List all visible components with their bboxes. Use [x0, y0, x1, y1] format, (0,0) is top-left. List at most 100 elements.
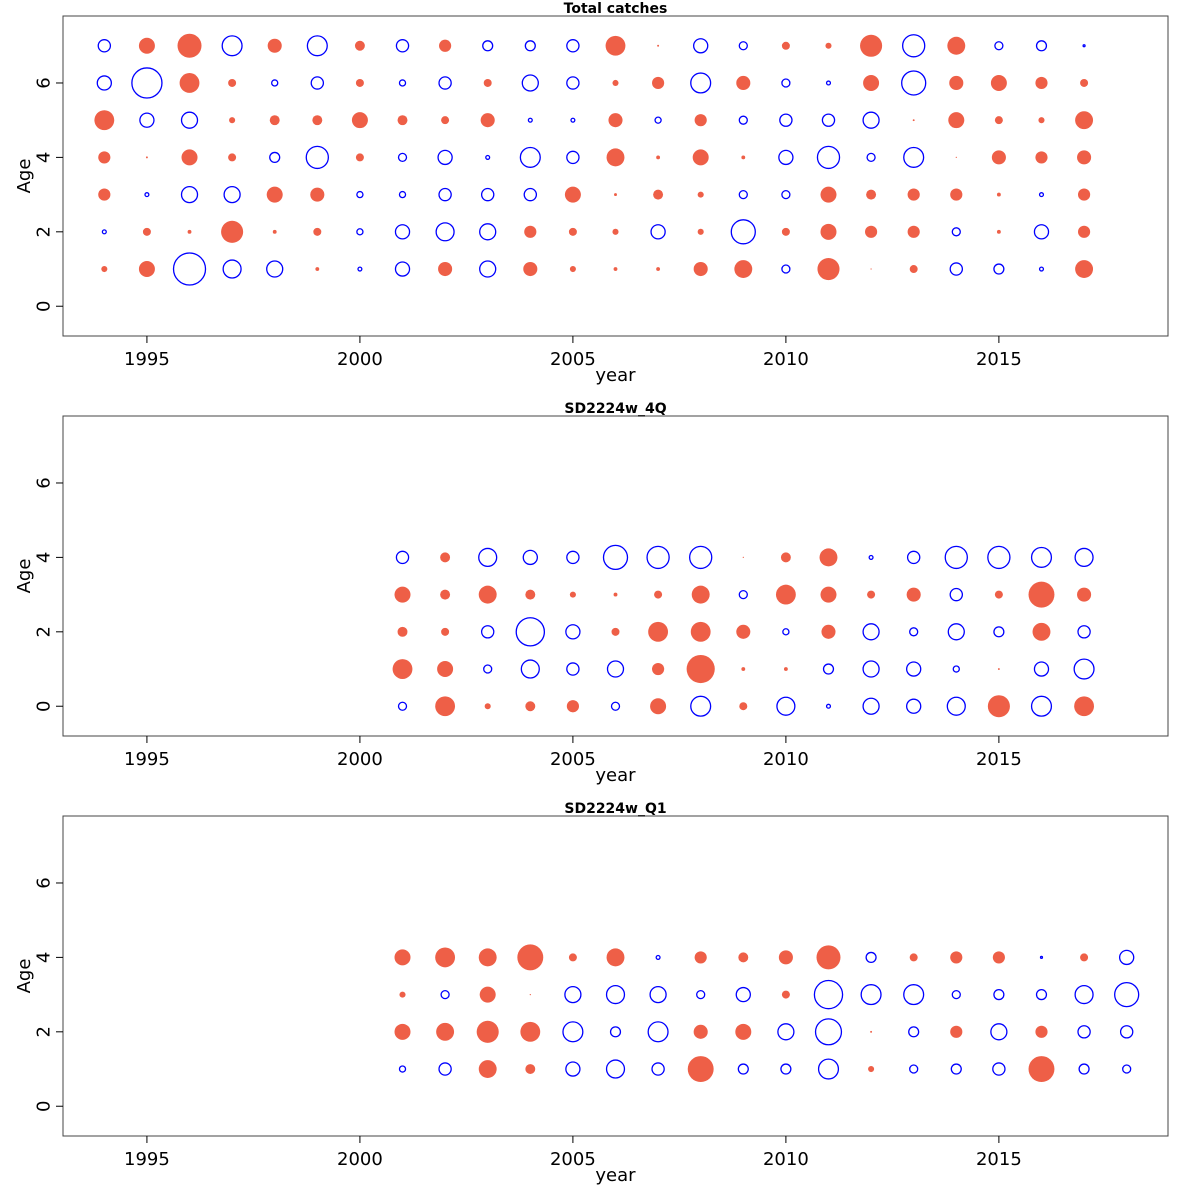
bubble-negative: [905, 661, 922, 677]
bubble-positive: [179, 73, 200, 93]
bubble-negative: [435, 222, 455, 242]
bubble-positive: [694, 951, 707, 964]
bubble-positive: [312, 115, 323, 126]
bubble-positive: [994, 116, 1003, 125]
bubble-negative: [993, 988, 1005, 1001]
plot-frame: [62, 415, 1169, 737]
bubble-positive: [613, 267, 618, 271]
bubble-negative: [901, 70, 927, 96]
bubble-positive: [310, 187, 325, 202]
bubble-negative: [951, 989, 961, 1000]
bubble-negative: [605, 1059, 626, 1079]
bubble-positive: [181, 149, 198, 166]
bubble-negative: [1038, 192, 1045, 198]
bubble-positive: [354, 40, 365, 51]
bubble-negative: [357, 266, 363, 272]
bubble-positive: [313, 227, 322, 236]
bubble-positive: [650, 698, 667, 715]
bubble-positive: [436, 1022, 455, 1041]
bubble-negative: [437, 149, 453, 166]
bubble-positive: [697, 228, 704, 235]
y-tick-label: 6: [33, 877, 54, 888]
bubble-positive: [996, 229, 1001, 234]
bubble-negative: [438, 76, 452, 90]
bubble-negative: [606, 660, 625, 678]
y-tick-label: 4: [33, 152, 54, 163]
bubble-negative: [605, 984, 626, 1005]
bubble-negative: [144, 192, 150, 198]
bubble-positive: [1028, 581, 1055, 608]
bubble-negative: [1033, 661, 1050, 677]
bubble-negative: [566, 150, 580, 165]
bubble-negative: [564, 985, 582, 1004]
bubble-positive: [817, 257, 840, 281]
bubble-positive: [657, 44, 660, 47]
bubble-negative: [813, 979, 844, 1010]
bubble-negative: [271, 79, 279, 87]
x-tick-label: 1995: [124, 749, 170, 770]
bubble-negative: [438, 1062, 452, 1076]
y-axis-label: Age: [14, 159, 35, 194]
bubble-negative: [949, 262, 964, 276]
bubble-negative: [987, 545, 1011, 570]
bubble-positive: [397, 626, 408, 637]
x-tick-label: 2000: [337, 349, 383, 370]
bubble-positive: [950, 1025, 963, 1038]
bubble-positive: [816, 945, 841, 970]
bubble-negative: [654, 116, 662, 124]
bubble-negative: [1039, 955, 1044, 960]
x-tick-label: 2000: [337, 1149, 383, 1170]
bubble-negative: [952, 665, 960, 673]
bubble-negative: [172, 252, 207, 286]
bubble-positive: [820, 223, 837, 240]
bubble-positive: [525, 589, 536, 600]
bubble-positive: [742, 556, 744, 558]
bubble-positive: [865, 225, 878, 238]
bubble-negative: [269, 151, 281, 164]
bubble-negative: [738, 41, 748, 51]
y-tick-label: 6: [33, 477, 54, 488]
bubble-negative: [1035, 988, 1048, 1001]
bubble-positive: [605, 35, 626, 56]
bubble-negative: [862, 111, 880, 129]
bubble-negative: [180, 185, 199, 204]
bubble-negative: [738, 115, 748, 125]
bubble-positive: [686, 654, 715, 684]
bubble-positive: [736, 75, 751, 91]
bubble-negative: [1118, 949, 1135, 966]
bubble-positive: [517, 944, 544, 971]
bubble-positive: [690, 621, 711, 642]
bubble-negative: [440, 989, 450, 1000]
bubble-positive: [860, 34, 883, 57]
bubble-positive: [990, 74, 1007, 91]
bubble-negative: [479, 223, 497, 241]
bubble-positive: [564, 186, 581, 203]
bubble-positive: [656, 267, 661, 271]
bubble-negative: [523, 187, 538, 202]
bubble-negative: [738, 189, 748, 200]
x-tick-label: 2010: [763, 349, 809, 370]
bubble-negative: [221, 35, 243, 57]
bubble-positive: [866, 189, 877, 200]
bubble-positive: [1077, 150, 1092, 165]
bubble-positive: [735, 1023, 752, 1040]
bubble-positive: [821, 624, 836, 639]
bubble-positive: [435, 947, 456, 968]
bubble-negative: [655, 954, 661, 960]
bubble-positive: [568, 953, 577, 962]
bubble-negative: [96, 75, 113, 91]
bubble-positive: [1075, 260, 1094, 278]
bubble-positive: [483, 78, 492, 87]
bubble-positive: [987, 695, 1010, 718]
bubble-negative: [821, 113, 836, 127]
bubble-negative: [1073, 658, 1095, 680]
bubble-positive: [950, 951, 963, 964]
bubble-positive: [397, 115, 408, 126]
bubble-negative: [1038, 266, 1045, 272]
bubble-positive: [612, 228, 619, 235]
bubble-negative: [398, 190, 407, 199]
bubble-positive: [394, 1023, 411, 1040]
bubble-negative: [908, 1026, 920, 1038]
bubble-negative: [395, 39, 410, 53]
bubble-positive: [691, 585, 710, 604]
